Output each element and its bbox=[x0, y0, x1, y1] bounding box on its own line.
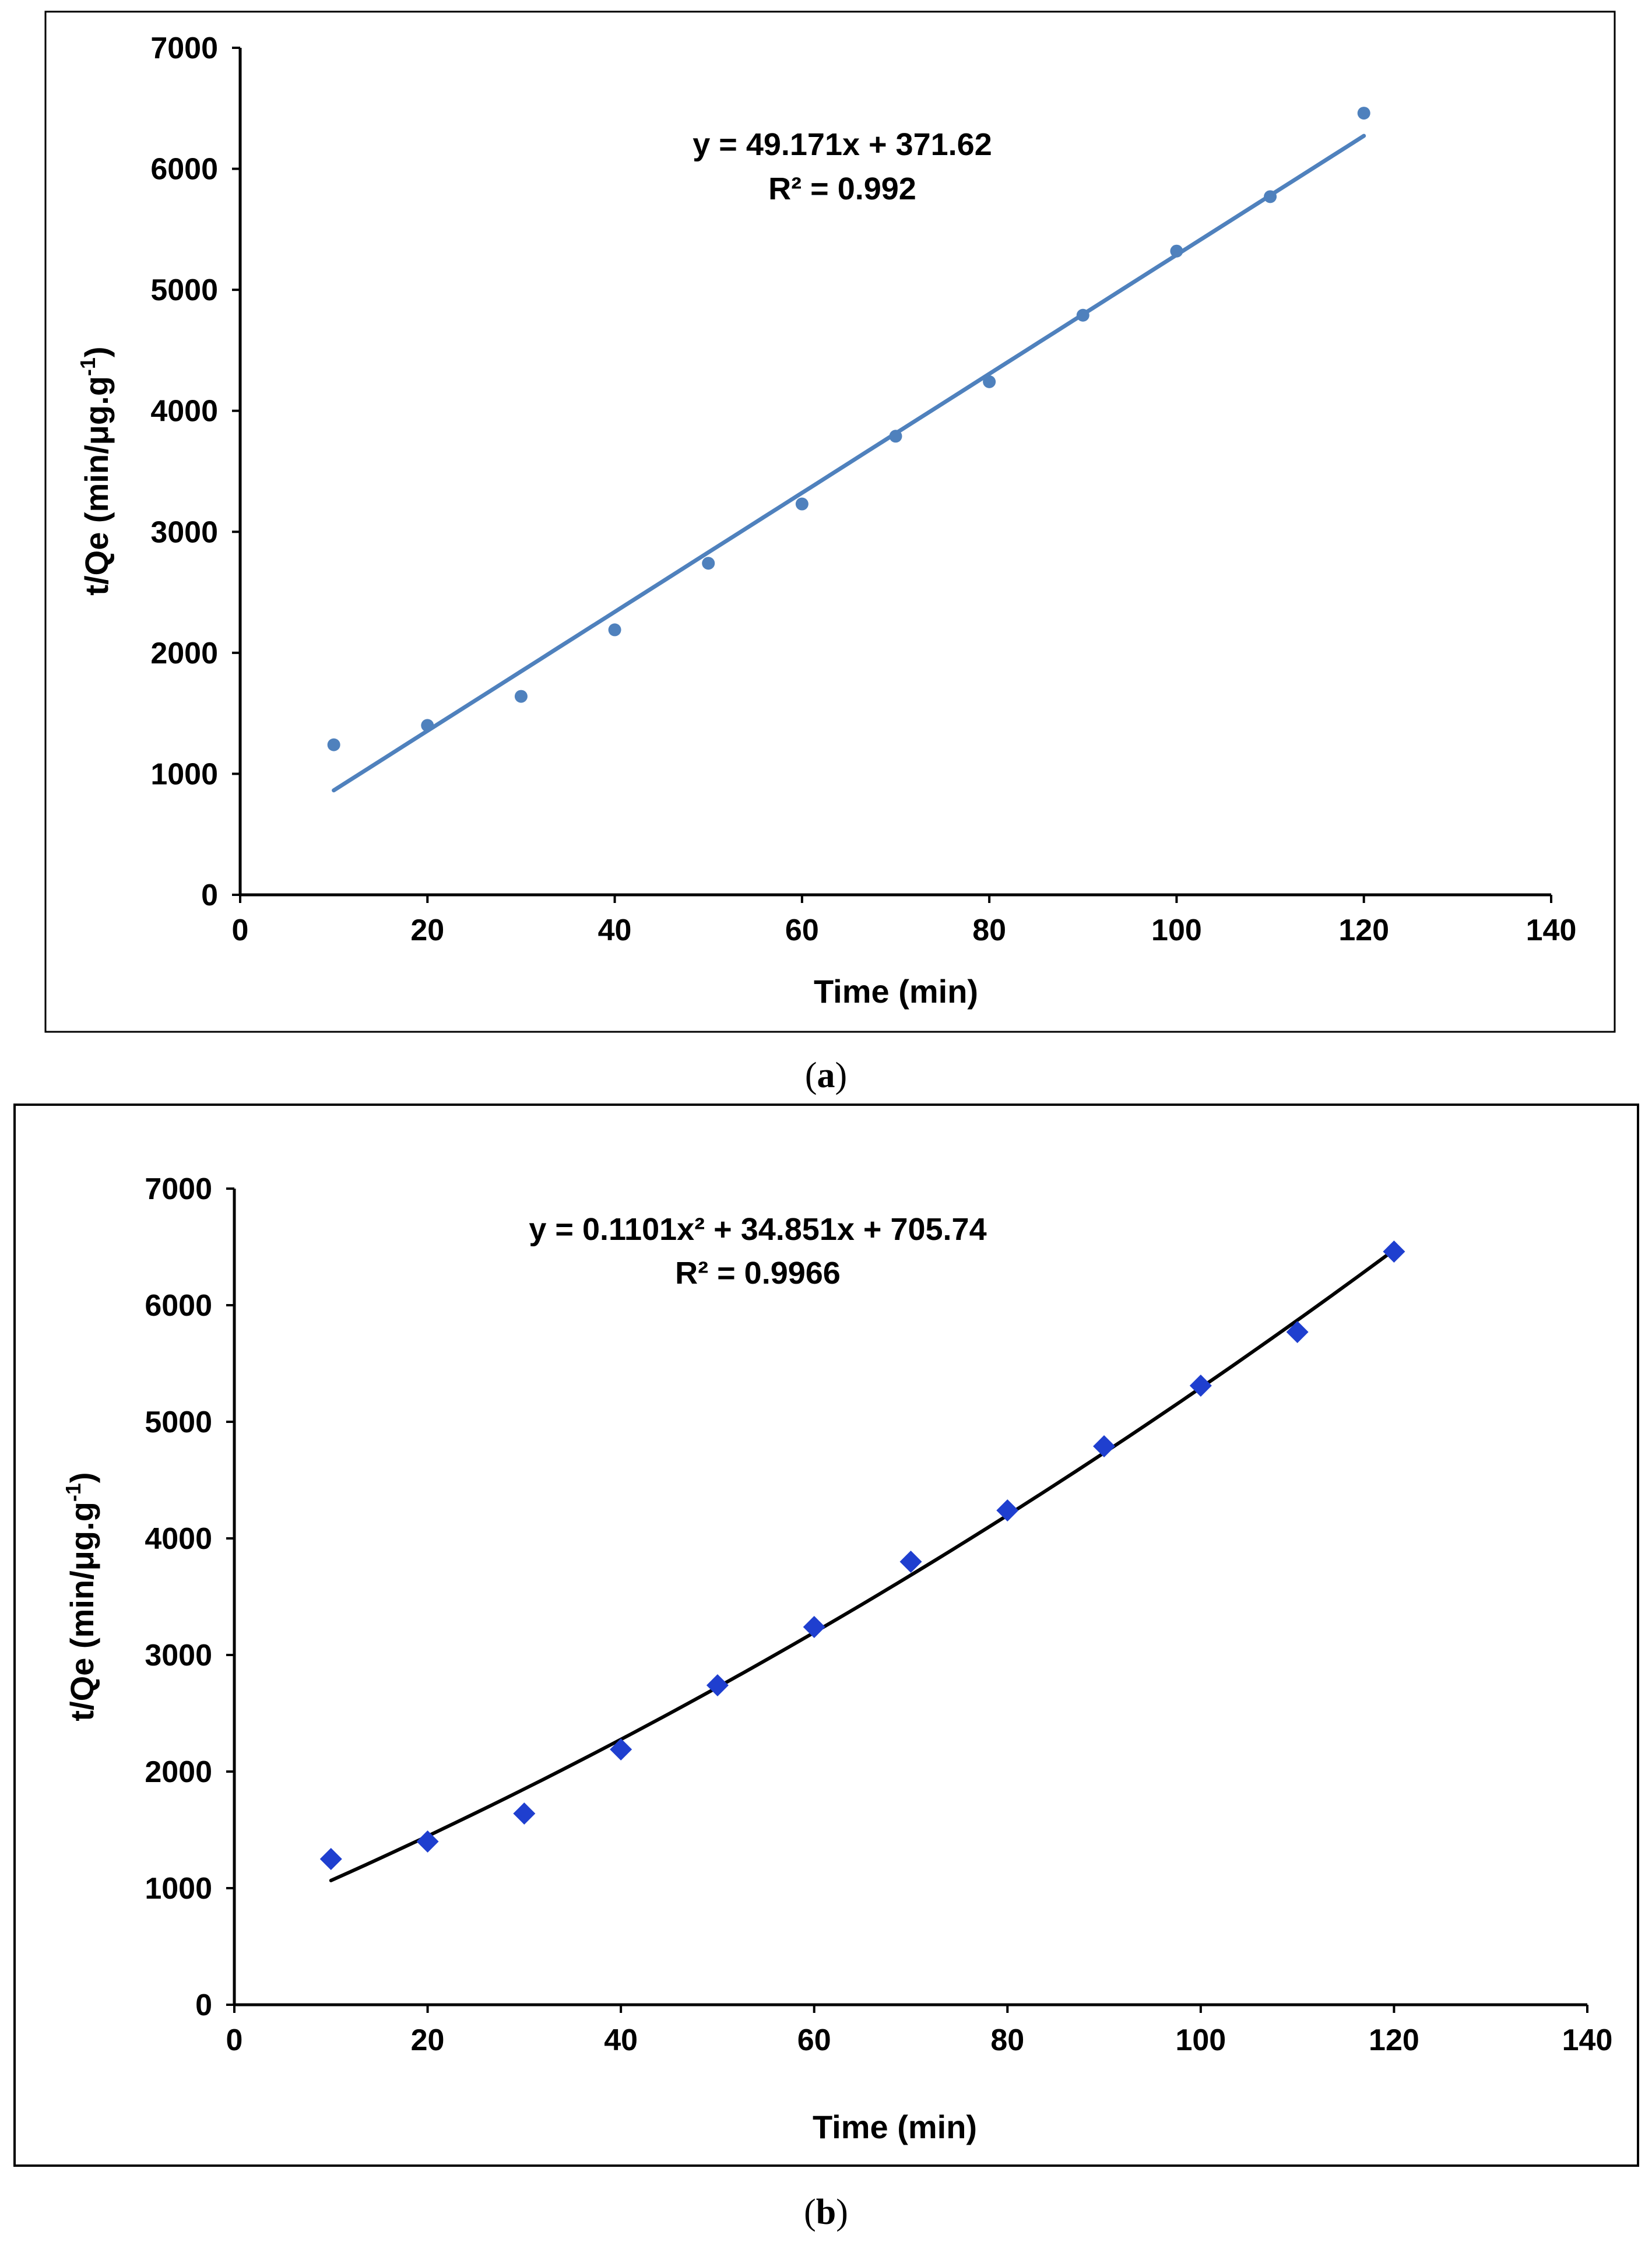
panel-a-data-point bbox=[1170, 244, 1183, 258]
panel-a-data-point bbox=[983, 375, 996, 388]
panel-b-trendline bbox=[329, 1248, 1396, 1882]
panel-b-y-tick-label: 3000 bbox=[145, 1639, 212, 1672]
panel-a-x-tick-label: 80 bbox=[972, 913, 1006, 947]
panel-a-x-tick-label: 20 bbox=[410, 913, 444, 947]
panel-b-caption: (b) bbox=[804, 2192, 848, 2232]
panel-b-data-point bbox=[610, 1738, 632, 1760]
panel-a-y-tick-label: 6000 bbox=[150, 153, 218, 187]
panel-b-data-point bbox=[899, 1551, 922, 1573]
panel-b-y-tick-label: 2000 bbox=[145, 1755, 212, 1789]
panel-b-data-point bbox=[513, 1802, 536, 1825]
panel-b-trendline-group bbox=[329, 1248, 1396, 1882]
panel-a-ticks bbox=[232, 47, 1552, 903]
panel-b-equation: y = 0.1101x² + 34.851x + 705.74 bbox=[529, 1212, 986, 1247]
panel-b-caption-close: ) bbox=[836, 2192, 848, 2232]
panel-b-caption-letter: b bbox=[816, 2192, 836, 2232]
panel-b-data-point bbox=[1383, 1241, 1405, 1263]
panel-a-y-tick-label: 1000 bbox=[150, 757, 218, 791]
panel-a-caption: (a) bbox=[805, 1056, 847, 1095]
panel-a-data-point bbox=[514, 690, 528, 703]
panel-a-trendline-group bbox=[332, 133, 1366, 793]
panel-b-y-axis-title-main: t/Qe (min/μg.g bbox=[64, 1502, 100, 1721]
panel-b-data-point bbox=[803, 1616, 825, 1638]
panel-a-caption-letter: a bbox=[817, 1056, 835, 1095]
panel-b-x-axis-title: Time (min) bbox=[813, 2109, 977, 2145]
panel-b-tick-labels: 0 20 40 60 80 100 120 140 0 1000 2000 3000 4000 5000 6… bbox=[145, 1172, 1612, 2057]
panel-a-y-axis-title-sup: -1 bbox=[76, 357, 100, 376]
panel-b-x-tick-label: 80 bbox=[990, 2023, 1024, 2057]
panel-a-x-tick-label: 120 bbox=[1338, 913, 1389, 947]
panel-b-x-tick-label: 140 bbox=[1562, 2023, 1613, 2057]
panel-a-y-axis-title-main: t/Qe (min/μg.g bbox=[78, 376, 115, 595]
panel-b-data-point bbox=[1286, 1321, 1309, 1343]
panel-b-frame bbox=[13, 1104, 1639, 2167]
panel-b-x-tick-label: 0 bbox=[226, 2023, 243, 2057]
panel-a-x-tick-label: 100 bbox=[1151, 913, 1202, 947]
panel-b-y-axis-title-end: ) bbox=[64, 1472, 100, 1483]
panel-b-data-point bbox=[416, 1830, 439, 1853]
panel-b-y-tick-label: 4000 bbox=[145, 1522, 212, 1556]
panel-b-y-tick-label: 6000 bbox=[145, 1289, 212, 1323]
panel-a-x-tick-label: 0 bbox=[232, 913, 249, 947]
panel-a-equation: y = 49.171x + 371.62 bbox=[693, 127, 992, 162]
panel-a-x-tick-label: 140 bbox=[1526, 913, 1577, 947]
panel-b-caption-open: ( bbox=[804, 2192, 816, 2232]
panel-a-tick-labels: 0 20 40 60 80 100 120 140 0 1000 2000 3000 4000 5000 6… bbox=[150, 31, 1576, 947]
panel-a-x-tick-label: 40 bbox=[598, 913, 632, 947]
panel-b-y-tick-label: 5000 bbox=[145, 1405, 212, 1439]
panel-a-y-tick-label: 5000 bbox=[150, 273, 218, 307]
panel-a-y-tick-label: 0 bbox=[201, 878, 218, 912]
panel-a-markers bbox=[327, 107, 1370, 751]
panel-b-data-point bbox=[319, 1848, 342, 1870]
panel-b-data-point bbox=[1189, 1375, 1212, 1397]
panel-a-data-point bbox=[327, 738, 340, 751]
panel-a-data-point bbox=[1357, 107, 1370, 120]
panel-a-y-tick-label: 3000 bbox=[150, 515, 218, 549]
panel-b-x-tick-label: 40 bbox=[604, 2023, 638, 2057]
panel-a-data-point bbox=[702, 557, 715, 570]
panel-b-y-axis-title: t/Qe (min/μg.g-1) bbox=[61, 1472, 100, 1721]
panel-b-x-tick-label: 120 bbox=[1369, 2023, 1419, 2057]
panel-a-y-tick-label: 4000 bbox=[150, 395, 218, 428]
panel-a-y-axis-title-end: ) bbox=[78, 346, 115, 357]
panel-b-y-tick-label: 0 bbox=[195, 1988, 212, 2022]
panel-a-caption-open: ( bbox=[805, 1056, 817, 1095]
panel-b-y-tick-label: 7000 bbox=[145, 1172, 212, 1206]
panel-a-x-axis-title: Time (min) bbox=[814, 973, 978, 1010]
panel-a-data-point bbox=[795, 497, 809, 511]
panel-a-y-tick-label: 2000 bbox=[150, 637, 218, 670]
panel-b-x-tick-label: 20 bbox=[411, 2023, 445, 2057]
panel-a-y-axis-title: t/Qe (min/μg.g-1) bbox=[76, 346, 115, 595]
panel-b-y-axis-title-sup: -1 bbox=[61, 1483, 85, 1502]
panel-b-data-point bbox=[996, 1499, 1019, 1521]
panel-b-x-tick-label: 100 bbox=[1175, 2023, 1226, 2057]
panel-b-data-point bbox=[706, 1674, 729, 1696]
panel-a-data-point bbox=[1076, 308, 1089, 322]
panel-a-y-tick-label: 7000 bbox=[150, 31, 218, 65]
panel-a-data-point bbox=[608, 623, 621, 637]
panel-a-trendline bbox=[332, 133, 1366, 793]
panel-b: 0 20 40 60 80 100 120 140 0 1000 2000 3000 4000 5000 6… bbox=[13, 1104, 1639, 2167]
panel-a-data-point bbox=[889, 430, 902, 443]
panel-b-y-tick-label: 1000 bbox=[145, 1872, 212, 1906]
panel-b-x-tick-label: 60 bbox=[797, 2023, 831, 2057]
panel-a-data-point bbox=[421, 719, 434, 732]
panel-a: 0 20 40 60 80 100 120 140 0 1000 2000 3000 4000 5000 6… bbox=[44, 10, 1616, 1033]
panel-b-data-point bbox=[1093, 1435, 1116, 1457]
panel-b-ticks bbox=[226, 1187, 1588, 2013]
panel-a-r2: R² = 0.992 bbox=[768, 171, 916, 206]
panel-a-data-point bbox=[1264, 190, 1277, 203]
panel-b-r2: R² = 0.9966 bbox=[675, 1256, 841, 1291]
panel-b-markers bbox=[319, 1241, 1405, 1870]
panel-a-frame bbox=[44, 10, 1616, 1033]
panel-a-caption-close: ) bbox=[835, 1056, 848, 1095]
panel-a-x-tick-label: 60 bbox=[785, 913, 819, 947]
